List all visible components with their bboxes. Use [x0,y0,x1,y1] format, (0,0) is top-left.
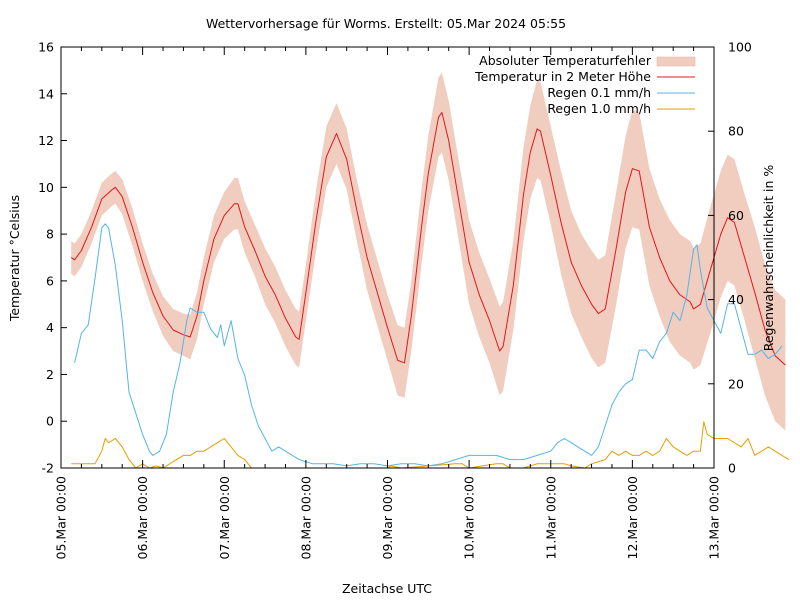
y-tick-label: 6 [46,273,54,288]
chart-title: Wettervorhersage für Worms. Erstellt: 05… [206,16,566,31]
y-tick-label: -2 [42,461,54,476]
legend-swatch-error-band [656,56,696,67]
y-axis-label: Temperatur °Celsius [7,195,22,322]
legend-label-temperature: Temperatur in 2 Meter Höhe [474,69,651,84]
x-axis-label: Zeitachse UTC [342,581,432,596]
y2-axis-label: Regenwahrscheinlichkeit in % [761,165,776,352]
y-tick-label: 0 [46,414,54,429]
series-line-temperature [70,112,786,366]
y-tick-label: 14 [38,86,54,101]
temperature-error-band [71,72,786,431]
x-tick-label: 10.Mar 00:00 [462,476,477,560]
series-line-rain10 [71,421,790,469]
x-tick-label: 07.Mar 00:00 [217,476,232,560]
y-tick-label: 16 [38,40,54,55]
legend-label-rain10: Regen 1.0 mm/h [547,101,651,116]
x-tick-label: 13.Mar 00:00 [707,476,722,560]
legend-label-error-band: Absoluter Temperaturfehler [479,53,652,68]
y2-tick-label: 80 [728,124,744,139]
y-tick-label: 12 [38,133,54,148]
x-tick-label: 06.Mar 00:00 [135,476,150,560]
y2-tick-label: 0 [728,461,736,476]
y2-tick-label: 20 [728,376,744,391]
y-tick-label: 4 [46,320,54,335]
x-tick-label: 08.Mar 00:00 [298,476,313,560]
axes-layer: -2 0 2 4 6 8 10 12 14 16 0 20 40 60 80 100 05.Mar 00:00 0… [38,40,752,560]
x-tick-label: 09.Mar 00:00 [380,476,395,560]
legend: Absoluter Temperaturfehler Temperatur in… [474,53,696,116]
legend-label-rain01: Regen 0.1 mm/h [547,85,651,100]
y-tick-label: 8 [46,227,54,242]
y-tick-label: 10 [38,180,54,195]
error-band-layer [71,72,786,431]
x-tick-label: 05.Mar 00:00 [54,476,69,560]
x-tick-label: 12.Mar 00:00 [625,476,640,560]
y2-tick-label: 100 [728,40,752,55]
y2-tick-label: 60 [728,208,744,223]
y-tick-label: 2 [46,367,54,382]
y2-tick-label: 40 [728,292,744,307]
x-tick-label: 11.Mar 00:00 [543,476,558,560]
